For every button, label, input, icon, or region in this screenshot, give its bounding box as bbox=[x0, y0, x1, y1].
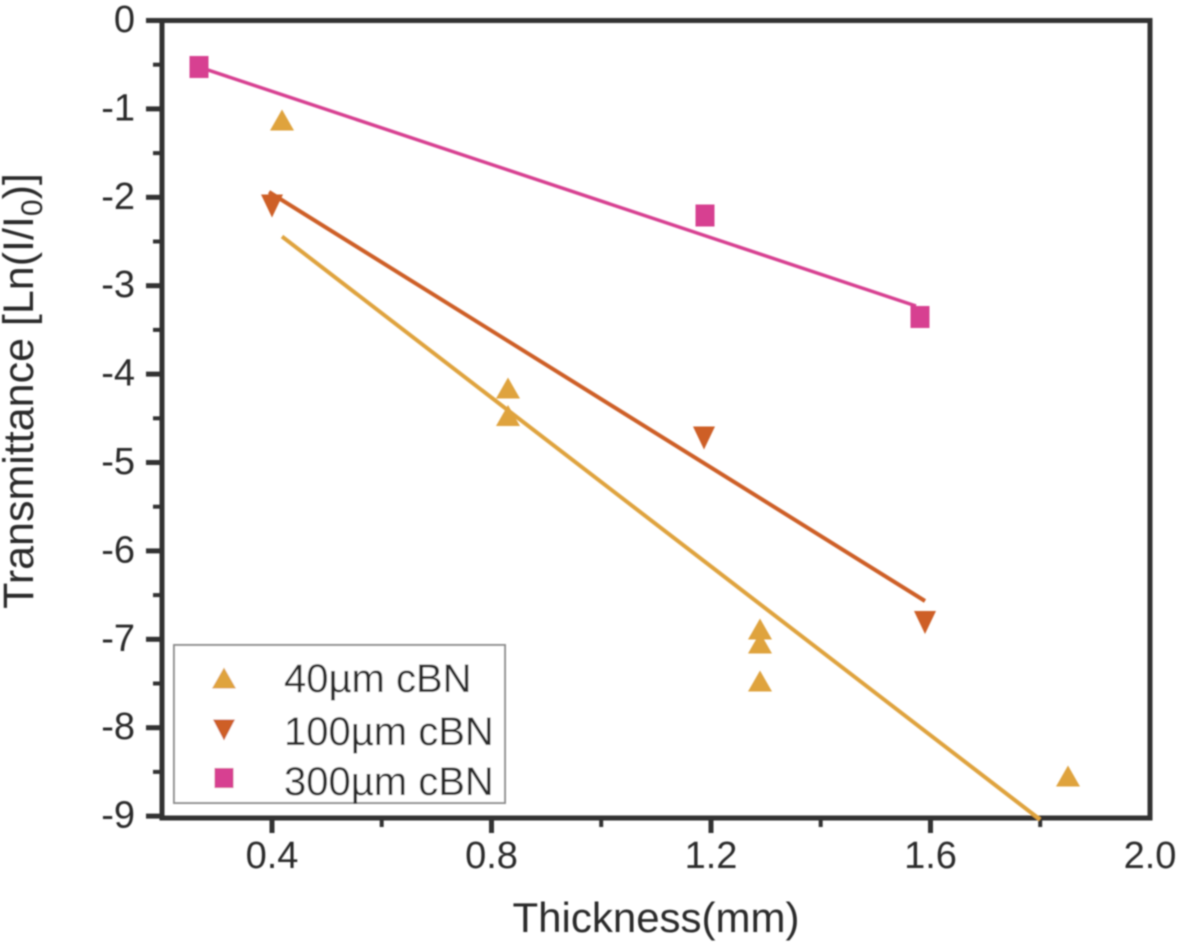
svg-text:-6: -6 bbox=[101, 529, 135, 571]
svg-text:Transmittance [Ln(I/I0)]: Transmittance [Ln(I/I0)] bbox=[0, 173, 49, 609]
svg-text:-8: -8 bbox=[101, 706, 135, 748]
svg-text:0: 0 bbox=[114, 0, 135, 41]
svg-text:Thickness(mm): Thickness(mm) bbox=[512, 894, 799, 941]
svg-text:-2: -2 bbox=[101, 176, 135, 218]
svg-text:-1: -1 bbox=[101, 87, 135, 129]
svg-text:0.4: 0.4 bbox=[246, 835, 299, 877]
svg-text:100µm cBN: 100µm cBN bbox=[284, 710, 494, 754]
svg-text:2.0: 2.0 bbox=[1124, 835, 1177, 877]
svg-text:300µm cBN: 300µm cBN bbox=[284, 760, 494, 804]
svg-text:0.8: 0.8 bbox=[465, 835, 518, 877]
svg-text:1.2: 1.2 bbox=[685, 835, 738, 877]
svg-text:-3: -3 bbox=[101, 264, 135, 306]
svg-text:-4: -4 bbox=[101, 353, 135, 395]
svg-text:40µm cBN: 40µm cBN bbox=[284, 657, 472, 701]
svg-text:-9: -9 bbox=[101, 795, 135, 837]
svg-text:-5: -5 bbox=[101, 441, 135, 483]
svg-text:1.6: 1.6 bbox=[904, 835, 957, 877]
svg-text:-7: -7 bbox=[101, 618, 135, 660]
